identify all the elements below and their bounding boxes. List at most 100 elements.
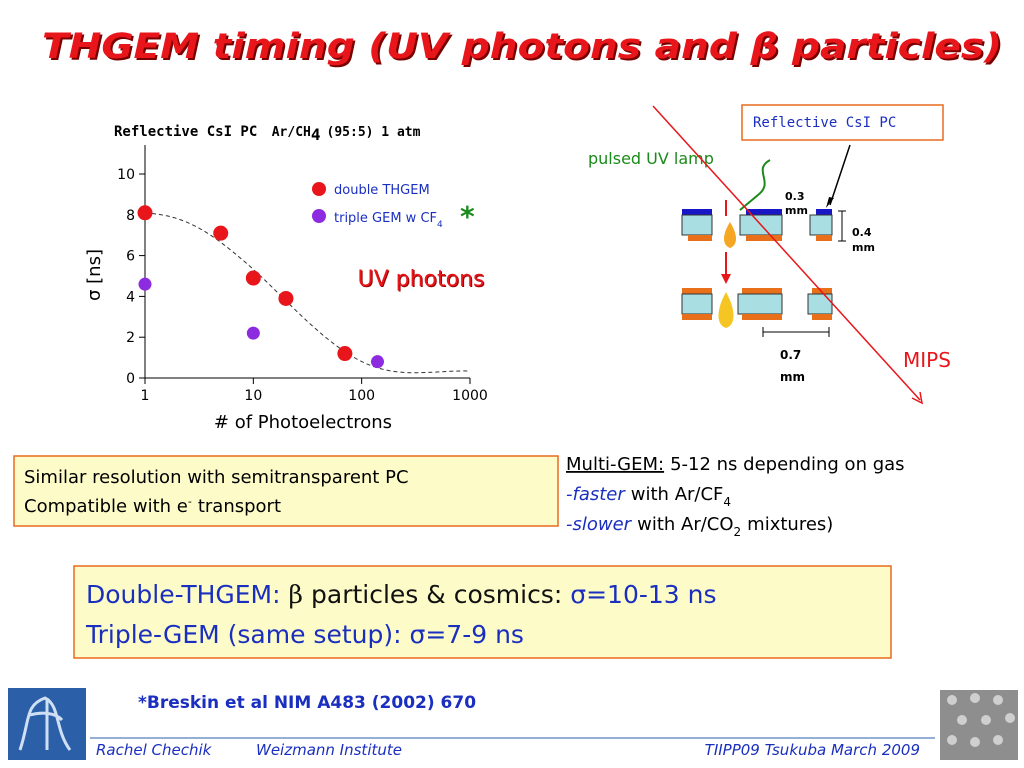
chart-subtitle-end: (95:5) 1 atm — [327, 125, 421, 140]
multi-gem-keyword: -faster — [566, 484, 626, 505]
dimension-label: mm — [852, 241, 875, 254]
gem-body — [737, 293, 783, 315]
data-point — [278, 290, 294, 306]
gem-holes — [947, 693, 1015, 747]
reference: *Breskin et al NIM A483 (2002) 670 — [138, 693, 476, 713]
result-text: particles & cosmics: — [311, 580, 562, 609]
annotation-shadow: UV photons — [358, 268, 485, 293]
mip-track — [652, 105, 921, 401]
multi-gem-line: Multi-GEM: 5-12 ns depending on gas — [566, 454, 905, 475]
chart-subtitle: Ar/CH — [272, 125, 311, 140]
avalanche — [724, 222, 736, 248]
multi-gem-text: with Ar/CO — [637, 514, 733, 535]
logo-tree — [18, 696, 72, 751]
chart-title-main: Reflective CsI PC — [114, 124, 257, 140]
gem-body — [809, 214, 833, 236]
dimension-label: 0.7 — [780, 348, 801, 362]
y-tick-label: 10 — [117, 167, 135, 183]
legend-label: double THGEM — [334, 183, 430, 198]
x-tick-label: 10 — [244, 388, 262, 404]
avalanche — [718, 292, 734, 328]
data-point — [337, 346, 353, 362]
result-value: σ=10-13 ns — [570, 580, 716, 609]
multi-gem-sub: 2 — [734, 525, 742, 539]
legend-marker — [312, 182, 326, 196]
mips-label: MIPS — [903, 348, 951, 372]
data-point — [370, 355, 384, 369]
note-box — [13, 455, 559, 527]
electrode — [682, 314, 712, 320]
x-axis-label: # of Photoelectrons — [214, 412, 392, 433]
fit-curve — [144, 212, 471, 374]
mip-arrowhead — [911, 391, 924, 405]
title-shadow: THGEM timing (UV photons and β particles… — [44, 29, 1004, 69]
dimension-label: mm — [785, 204, 808, 217]
plot-marks: 0 2 4 6 8 10 1 10 100 1000 — [117, 167, 488, 404]
multi-gem-keyword: -slower — [566, 514, 633, 535]
y-tick-label: 4 — [126, 289, 135, 305]
title: THGEM timing (UV photons and β particles… — [42, 27, 1002, 67]
lamp-label: pulsed UV lamp — [588, 149, 714, 168]
data-point — [137, 205, 153, 221]
footer-event: TIIPP09 Tsukuba March 2009 — [705, 741, 920, 759]
electron-arrowhead — [721, 274, 731, 284]
multi-gem-text: 5-12 ns depending on gas — [670, 454, 904, 475]
annotation-asterisk: * — [460, 200, 475, 233]
note-line: Compatible with e-transport — [24, 495, 281, 517]
result-text: Double-THGEM: — [86, 580, 281, 609]
annotation: UV photons — [357, 267, 484, 292]
lamp-wave — [739, 159, 771, 211]
result-text: Triple-GEM (same setup): — [85, 620, 402, 649]
data-point — [213, 225, 229, 241]
chart-title: Reflective CsI PC Ar/CH4 (95:5) 1 atm — [114, 124, 421, 144]
footer-institute: Weizmann Institute — [256, 741, 402, 759]
pc-layer — [682, 209, 712, 215]
y-tick-label: 6 — [126, 249, 135, 265]
x-tick-label: 1 — [141, 388, 150, 404]
result-line: Double-THGEM: β particles & cosmics: σ=10-1… — [86, 580, 717, 609]
electrode — [812, 314, 832, 320]
legend-label-sub: 4 — [437, 220, 443, 230]
footer-author: Rachel Chechik — [96, 741, 213, 759]
note-sup: - — [188, 495, 192, 508]
legend-label: triple GEM w CF4 — [334, 211, 443, 230]
multi-gem-text: mixtures) — [747, 514, 833, 535]
electrode — [816, 235, 832, 241]
multi-gem-line: -faster with Ar/CF4 — [566, 484, 731, 509]
electrode — [746, 235, 782, 241]
gem-body — [807, 293, 833, 315]
data-point — [245, 270, 261, 286]
note-text: transport — [198, 496, 281, 517]
note-text: Compatible with e — [24, 496, 188, 517]
y-tick-label: 2 — [126, 330, 135, 346]
pc-label: Reflective CsI PC — [753, 115, 896, 131]
pc-arrowhead — [826, 197, 834, 208]
legend-label-main: triple GEM w CF — [334, 211, 437, 226]
multi-gem-text: with Ar/CF — [631, 484, 724, 505]
pc-arrow — [829, 144, 851, 206]
dimension-label: mm — [780, 370, 805, 384]
dimension-label: 0.3 — [785, 190, 805, 203]
result-box — [73, 565, 892, 659]
chart-subtitle-sub: 4 — [311, 125, 321, 144]
pc-layer — [816, 209, 832, 215]
gem-body — [681, 293, 713, 315]
multi-gem-sub: 4 — [723, 495, 731, 509]
electrode — [682, 288, 712, 294]
electrode — [742, 314, 782, 320]
data-point — [138, 277, 152, 291]
multi-gem-heading: Multi-GEM: — [566, 454, 664, 475]
y-axis-label: σ [ns] — [84, 249, 105, 301]
pc-label-box — [741, 104, 944, 141]
electrode — [742, 288, 782, 294]
multi-gem-line: -slower with Ar/CO2 mixtures) — [566, 514, 833, 539]
electrode — [688, 235, 712, 241]
legend-marker — [312, 209, 326, 223]
y-tick-label: 0 — [126, 371, 135, 387]
x-tick-label: 100 — [348, 388, 375, 404]
data-point — [246, 326, 260, 340]
x-tick-label: 1000 — [452, 388, 488, 404]
gem-body — [681, 214, 713, 236]
y-tick-label: 8 — [126, 208, 135, 224]
